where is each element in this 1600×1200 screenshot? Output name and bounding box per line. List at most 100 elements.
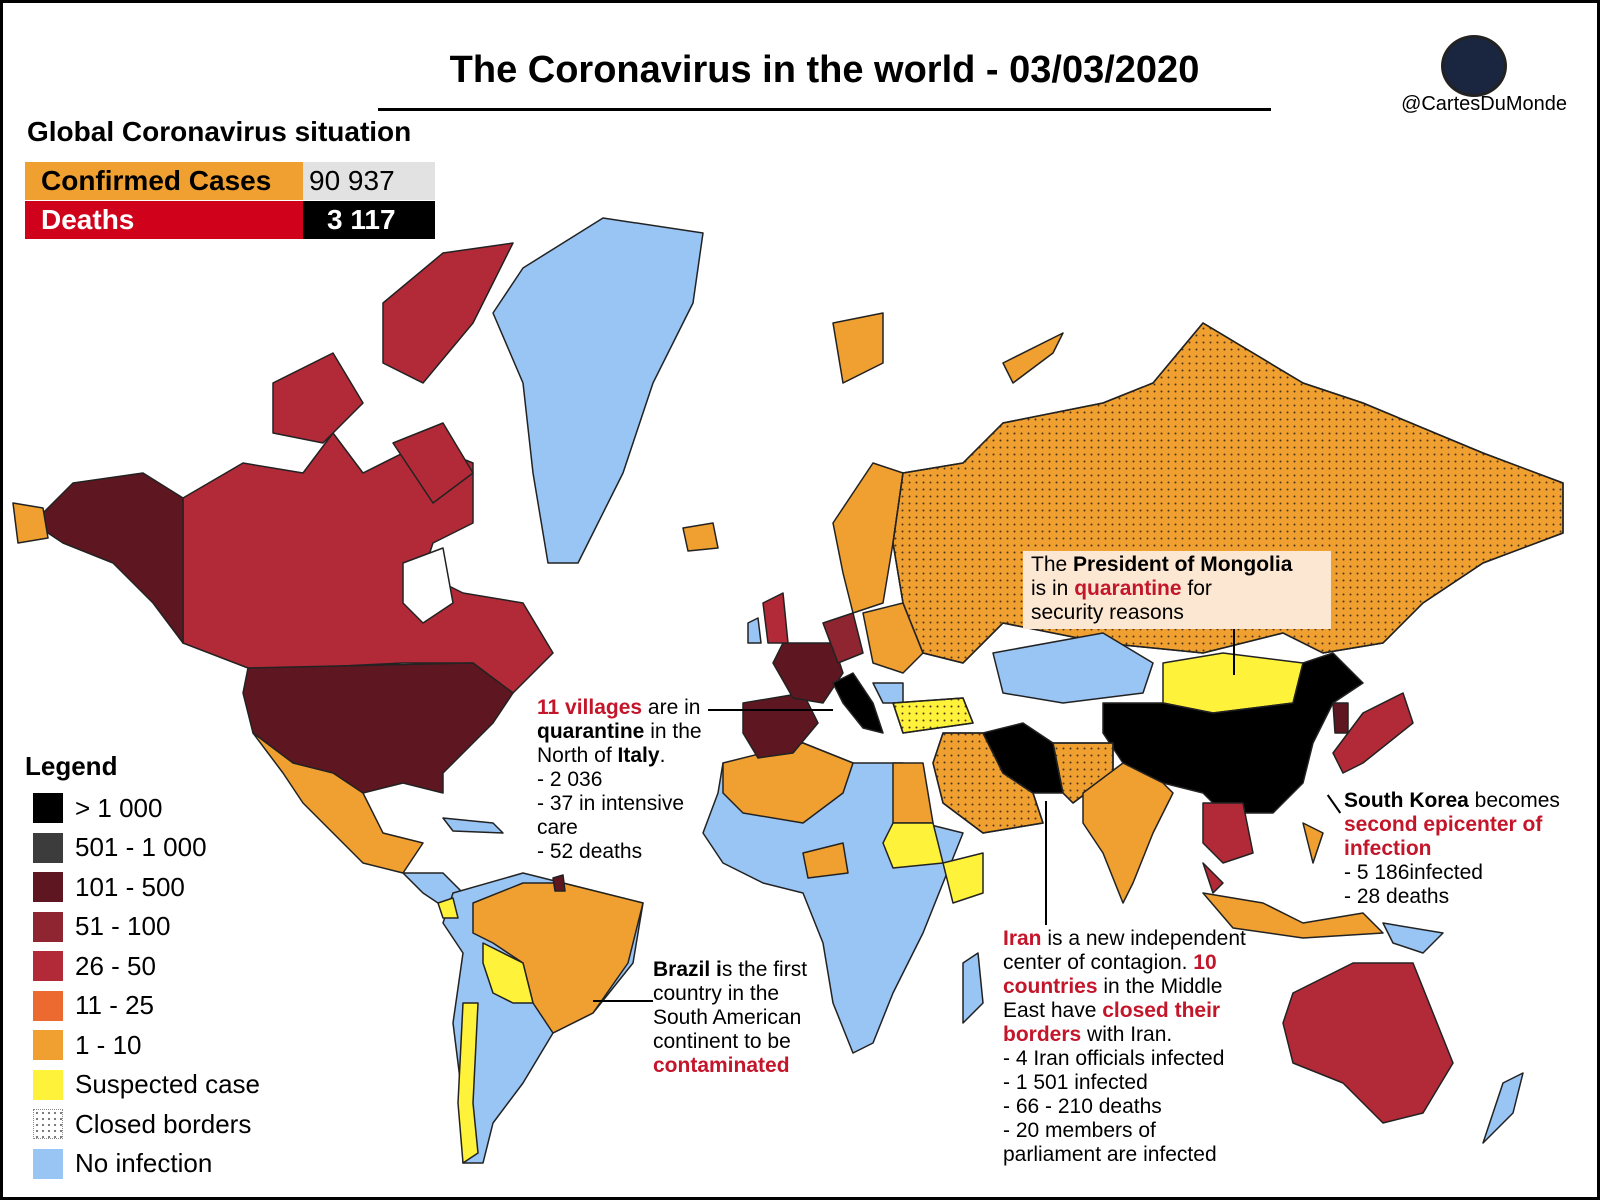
- legend-label: 11 - 25: [75, 990, 155, 1020]
- annotation-text: 10: [1193, 951, 1217, 974]
- annotation-text: countries: [1003, 975, 1098, 998]
- annotation-line: care: [537, 816, 702, 840]
- annotation-text: borders: [1003, 1023, 1082, 1046]
- annotation: Brazil is the first country in the South A…: [653, 958, 807, 1078]
- annotation-text: - 52 deaths: [537, 840, 643, 863]
- annotation-text: is in: [1031, 577, 1075, 600]
- annotation-line: - 5 186infected: [1344, 861, 1560, 885]
- legend-label: 501 - 1 000: [75, 832, 207, 862]
- annotation-line: Brazil is the first: [653, 958, 807, 982]
- annotation-text: - 1 501 infected: [1003, 1071, 1148, 1094]
- annotation-line: Iran is a new independent: [1003, 927, 1246, 951]
- annotation-text: - 2 036: [537, 768, 603, 791]
- annotation-text: in the Middle: [1097, 975, 1223, 998]
- annotation-line: South American: [653, 1006, 807, 1030]
- annotation-text: s the first: [721, 958, 808, 981]
- annotation-line: South Korea becomes: [1344, 789, 1560, 813]
- annotation-text: North of: [537, 744, 618, 767]
- annotation-line: - 1 501 infected: [1003, 1071, 1246, 1095]
- annotation-line: infection: [1344, 837, 1560, 861]
- annotation-line: center of contagion. 10: [1003, 951, 1246, 975]
- annotation-text: center of contagion.: [1003, 951, 1194, 974]
- row-value: 3 117: [303, 201, 435, 239]
- annotation-text: President of Mongolia: [1073, 553, 1293, 576]
- annotation-text: security reasons: [1031, 601, 1184, 624]
- legend-label: Closed borders: [75, 1108, 252, 1139]
- legend-item: 101 - 500: [33, 871, 185, 903]
- legend-swatch: [33, 1109, 63, 1139]
- annotation-line: is in quarantine for: [1031, 577, 1321, 601]
- row-label: Confirmed Cases: [25, 162, 303, 200]
- annotation-text: care: [537, 816, 578, 839]
- annotation: The President of Mongolia is in quarantin…: [1023, 551, 1331, 629]
- annotation-text: Brazil i: [653, 958, 722, 981]
- legend-item: 1 - 10: [33, 1029, 142, 1061]
- annotation-text: - 4 Iran officials infected: [1003, 1047, 1225, 1070]
- legend-item: 11 - 25: [33, 990, 154, 1022]
- annotation-text: infection: [1344, 837, 1432, 860]
- annotation-line: - 28 deaths: [1344, 885, 1560, 909]
- leader-line: [708, 709, 833, 711]
- legend-label: No infection: [75, 1148, 213, 1178]
- leader-line: [593, 1000, 653, 1002]
- legend-label: 26 - 50: [75, 950, 156, 981]
- row-label: Deaths: [25, 201, 303, 239]
- legend-swatch: [33, 990, 63, 1021]
- legend-swatch: [33, 832, 63, 863]
- annotation-text: .: [659, 744, 666, 767]
- annotation-text: quarantine: [537, 720, 645, 743]
- annotation-line: quarantine in the: [537, 720, 702, 744]
- situation-title: Global Coronavirus situation: [27, 116, 412, 147]
- legend-item: Closed borders: [33, 1108, 251, 1140]
- annotation-text: parliament are infected: [1003, 1143, 1217, 1166]
- legend-swatch: [33, 1030, 63, 1060]
- annotation-text: contaminated: [653, 1054, 790, 1077]
- annotation-text: The: [1031, 553, 1074, 576]
- row-value: 90 937: [303, 162, 435, 200]
- annotation-line: borders with Iran.: [1003, 1023, 1246, 1047]
- annotation-text: closed their: [1102, 999, 1221, 1022]
- annotation-text: Italy: [617, 744, 660, 767]
- legend-swatch: [33, 911, 63, 942]
- credit: @CartesDuMonde: [1401, 93, 1567, 115]
- situation-row: Deaths 3 117: [25, 201, 435, 239]
- annotation-text: is a new independent: [1041, 927, 1246, 950]
- legend-label: 1 - 10: [75, 1029, 142, 1060]
- legend-title: Legend: [25, 751, 118, 781]
- legend-item: No infection: [33, 1148, 212, 1180]
- annotation: Iran is a new independent center of conta…: [1003, 927, 1246, 1167]
- annotation-line: parliament are infected: [1003, 1143, 1246, 1167]
- legend-item: 26 - 50: [33, 950, 156, 982]
- annotation-line: security reasons: [1031, 601, 1321, 625]
- annotation-line: - 20 members of: [1003, 1119, 1246, 1143]
- annotation-line: continent to be: [653, 1030, 807, 1054]
- annotation-text: - 37 in intensive: [537, 792, 685, 815]
- annotation-line: - 4 Iran officials infected: [1003, 1047, 1246, 1071]
- annotation-text: 11 villages: [537, 696, 643, 719]
- legend-swatch: [33, 951, 63, 981]
- annotation-line: - 52 deaths: [537, 840, 702, 864]
- annotation-text: second epicenter of: [1344, 813, 1543, 836]
- annotation-text: East have: [1003, 999, 1103, 1022]
- legend-label: 101 - 500: [75, 871, 185, 902]
- legend-swatch: [33, 1148, 63, 1179]
- annotation-text: Iran: [1003, 927, 1042, 950]
- annotation: South Korea becomes second epicenter of in…: [1344, 789, 1560, 909]
- annotation-line: 11 villages are in: [537, 696, 702, 720]
- annotation-line: - 2 036: [537, 768, 702, 792]
- legend-item: 51 - 100: [33, 911, 170, 943]
- leader-line: [1045, 801, 1047, 925]
- annotation-line: - 37 in intensive: [537, 792, 702, 816]
- annotation-line: The President of Mongolia: [1031, 553, 1321, 577]
- title-underline: [378, 108, 1271, 111]
- leader-line: [1233, 615, 1235, 675]
- annotation: 11 villages are in quarantine in the North…: [537, 696, 702, 864]
- annotation-text: - 20 members of: [1003, 1119, 1156, 1142]
- legend-label: Suspected case: [75, 1069, 261, 1099]
- legend-swatch: [33, 872, 63, 902]
- annotation-text: - 28 deaths: [1344, 885, 1450, 908]
- legend-label: > 1 000: [75, 792, 163, 823]
- legend-item: > 1 000: [33, 792, 162, 824]
- title: The Coronavirus in the world - 03/03/202…: [449, 49, 1200, 91]
